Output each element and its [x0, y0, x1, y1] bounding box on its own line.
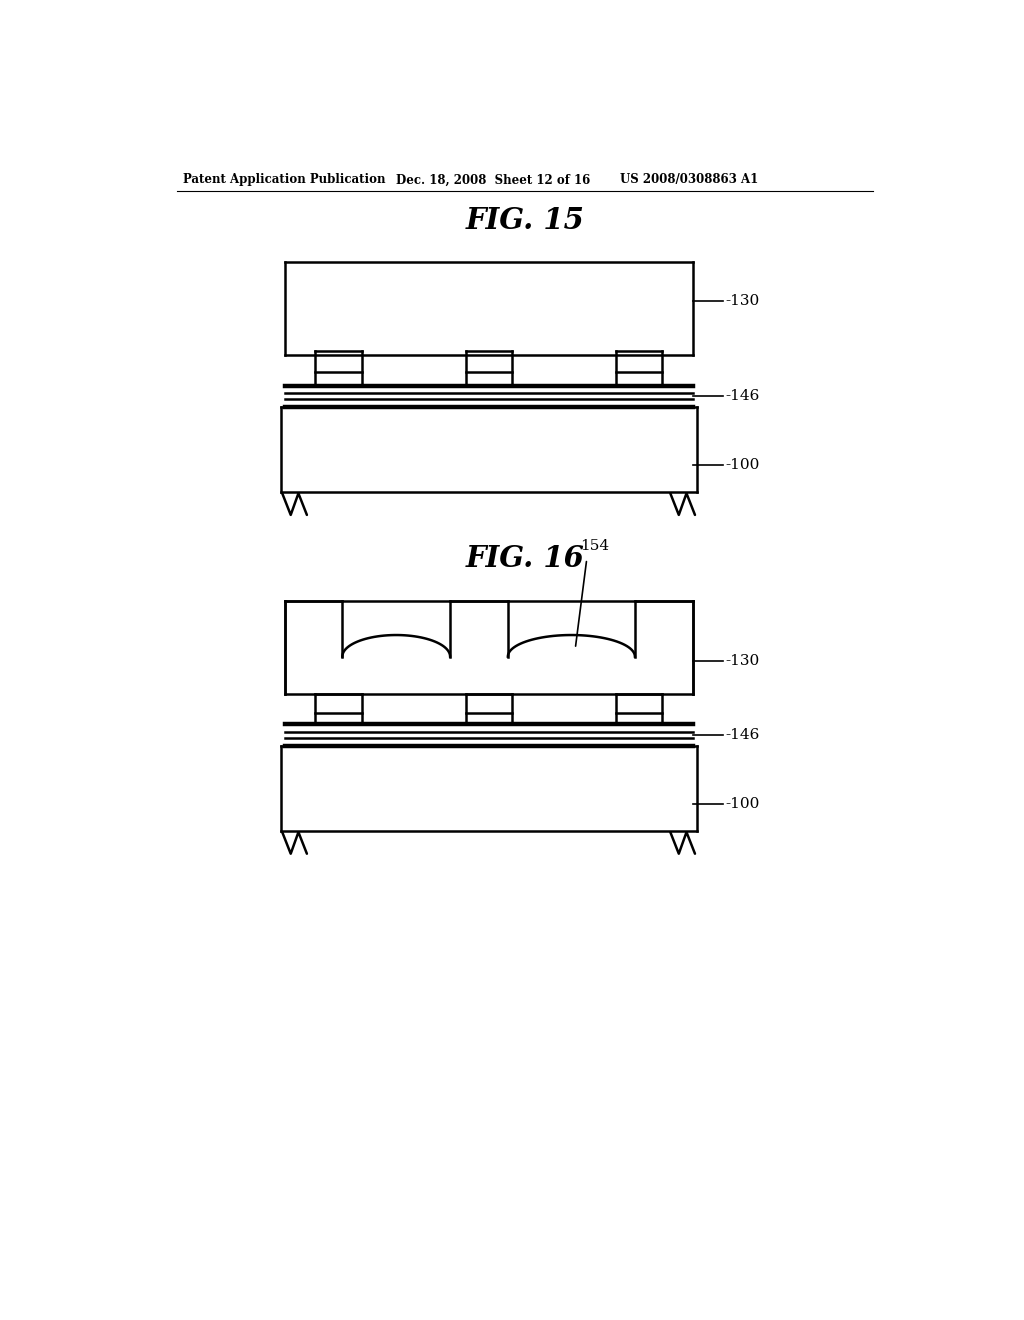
- Text: FIG. 15: FIG. 15: [465, 206, 585, 235]
- Text: -146: -146: [725, 729, 760, 742]
- Text: Dec. 18, 2008  Sheet 12 of 16: Dec. 18, 2008 Sheet 12 of 16: [396, 173, 591, 186]
- Text: 154: 154: [581, 539, 609, 553]
- Text: US 2008/0308863 A1: US 2008/0308863 A1: [620, 173, 758, 186]
- Text: -146: -146: [725, 389, 760, 404]
- Text: Patent Application Publication: Patent Application Publication: [183, 173, 385, 186]
- Text: -100: -100: [725, 797, 760, 810]
- Text: -130: -130: [725, 655, 759, 668]
- Text: FIG. 16: FIG. 16: [465, 544, 585, 573]
- Text: -100: -100: [725, 458, 760, 471]
- Text: -130: -130: [725, 294, 759, 308]
